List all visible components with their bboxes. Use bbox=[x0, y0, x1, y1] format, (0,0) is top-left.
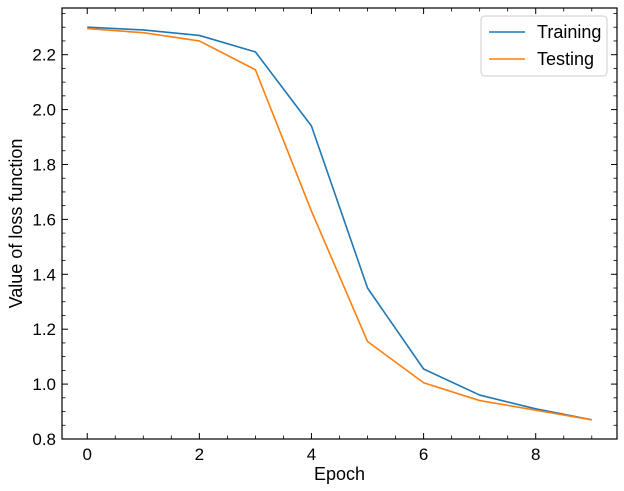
y-tick-label: 0.8 bbox=[32, 430, 56, 449]
x-tick-label: 4 bbox=[307, 445, 316, 464]
series-group bbox=[87, 26, 592, 421]
legend-label-testing: Testing bbox=[537, 49, 594, 69]
series-line-training bbox=[87, 26, 592, 421]
y-tick-label: 1.8 bbox=[32, 155, 56, 174]
x-tick-label: 6 bbox=[419, 445, 428, 464]
legend-box bbox=[480, 15, 608, 77]
y-tick-label: 2.2 bbox=[32, 46, 56, 65]
y-tick-label: 1.6 bbox=[32, 210, 56, 229]
x-tick-label: 2 bbox=[195, 445, 204, 464]
y-tick-label: 2.0 bbox=[32, 101, 56, 120]
legend: Training Testing bbox=[480, 15, 608, 77]
axes: 0 2 4 6 8 0.8 1.0 1.2 1.4 1.6 1.8 2.0 2.2 Epoch Value … bbox=[6, 7, 618, 484]
y-tick-label: 1.0 bbox=[32, 375, 56, 394]
y-axis-label: Value of loss function bbox=[6, 139, 26, 309]
y-tick-label: 1.4 bbox=[32, 265, 56, 284]
legend-label-training: Training bbox=[537, 22, 601, 42]
x-tick-label: 8 bbox=[531, 445, 540, 464]
series-line-testing bbox=[87, 27, 592, 421]
y-tick-label: 1.2 bbox=[32, 320, 56, 339]
x-tick-label: 0 bbox=[82, 445, 91, 464]
x-axis-label: Epoch bbox=[314, 464, 365, 484]
